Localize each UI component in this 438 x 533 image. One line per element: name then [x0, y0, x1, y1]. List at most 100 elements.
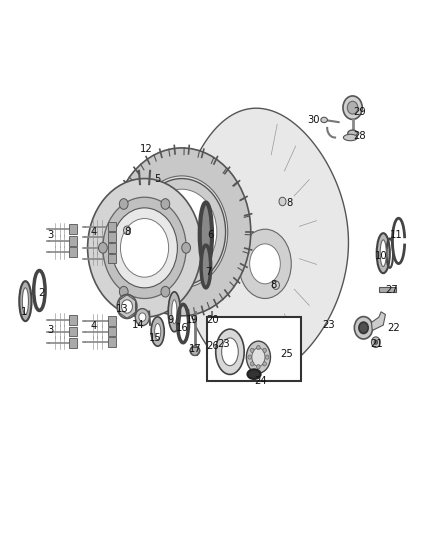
- Circle shape: [248, 355, 251, 359]
- Circle shape: [124, 226, 131, 235]
- Circle shape: [182, 243, 191, 253]
- Text: 12: 12: [140, 144, 153, 154]
- Circle shape: [161, 199, 170, 209]
- Bar: [69, 327, 77, 336]
- Ellipse shape: [138, 179, 226, 285]
- Ellipse shape: [22, 288, 28, 314]
- Text: 13: 13: [117, 304, 129, 314]
- Text: 24: 24: [254, 376, 267, 386]
- Ellipse shape: [113, 148, 251, 316]
- Text: 27: 27: [385, 286, 399, 295]
- Circle shape: [251, 362, 254, 366]
- Text: 19: 19: [186, 315, 199, 325]
- Bar: [108, 232, 116, 242]
- Circle shape: [374, 340, 378, 344]
- Circle shape: [161, 286, 170, 297]
- Circle shape: [371, 337, 380, 348]
- Text: 28: 28: [353, 131, 365, 141]
- Circle shape: [359, 322, 368, 333]
- Bar: [207, 317, 301, 381]
- Circle shape: [257, 365, 260, 369]
- Ellipse shape: [321, 117, 328, 123]
- Ellipse shape: [343, 134, 357, 141]
- Text: 3: 3: [47, 230, 53, 239]
- Text: 22: 22: [387, 323, 400, 333]
- Text: 11: 11: [390, 230, 403, 239]
- Ellipse shape: [252, 348, 265, 367]
- Text: 4: 4: [91, 321, 97, 331]
- Bar: [108, 222, 116, 231]
- Text: 14: 14: [132, 320, 144, 330]
- Bar: [69, 224, 77, 234]
- Circle shape: [265, 355, 269, 359]
- Polygon shape: [178, 108, 349, 377]
- Circle shape: [257, 345, 260, 350]
- Circle shape: [119, 199, 128, 209]
- Text: 17: 17: [188, 344, 201, 354]
- Circle shape: [272, 281, 279, 289]
- Text: 5: 5: [155, 174, 161, 183]
- Text: 16: 16: [175, 323, 188, 333]
- Ellipse shape: [139, 313, 146, 321]
- Bar: [69, 338, 77, 348]
- Ellipse shape: [359, 322, 368, 334]
- Ellipse shape: [377, 233, 390, 273]
- Ellipse shape: [120, 219, 169, 277]
- Text: 23: 23: [322, 320, 335, 330]
- Text: 30: 30: [307, 115, 319, 125]
- Ellipse shape: [117, 294, 137, 318]
- Ellipse shape: [348, 130, 357, 136]
- Circle shape: [263, 348, 266, 352]
- Text: 6: 6: [207, 230, 213, 239]
- Ellipse shape: [147, 189, 217, 274]
- Ellipse shape: [88, 179, 201, 317]
- Polygon shape: [371, 312, 385, 330]
- Bar: [108, 316, 116, 326]
- Text: 20: 20: [206, 315, 219, 325]
- Ellipse shape: [222, 338, 238, 366]
- Text: 15: 15: [149, 334, 162, 343]
- Bar: [108, 243, 116, 253]
- Text: 29: 29: [353, 107, 366, 117]
- Bar: [69, 247, 77, 257]
- Text: 3: 3: [47, 326, 53, 335]
- Ellipse shape: [190, 346, 200, 356]
- Ellipse shape: [135, 309, 149, 326]
- Circle shape: [251, 348, 254, 352]
- Ellipse shape: [136, 176, 228, 288]
- Circle shape: [99, 243, 107, 253]
- Ellipse shape: [201, 245, 211, 288]
- Text: 26: 26: [206, 342, 219, 351]
- Bar: [108, 337, 116, 347]
- Ellipse shape: [215, 329, 244, 374]
- Text: 23: 23: [217, 339, 230, 349]
- Ellipse shape: [250, 244, 280, 284]
- Ellipse shape: [208, 336, 216, 344]
- Text: 1: 1: [21, 307, 27, 317]
- Text: 8: 8: [286, 198, 292, 207]
- Text: 9: 9: [168, 315, 174, 325]
- Text: 2: 2: [39, 288, 45, 298]
- Ellipse shape: [151, 317, 164, 346]
- Ellipse shape: [247, 369, 261, 379]
- Bar: [379, 287, 396, 292]
- Bar: [108, 254, 116, 263]
- Ellipse shape: [239, 229, 291, 298]
- Text: 7: 7: [205, 267, 211, 277]
- Ellipse shape: [380, 240, 386, 266]
- Circle shape: [279, 197, 286, 206]
- Bar: [69, 315, 77, 325]
- Ellipse shape: [19, 281, 32, 321]
- Text: 25: 25: [280, 350, 293, 359]
- Circle shape: [119, 286, 128, 297]
- Ellipse shape: [200, 203, 212, 266]
- Text: 21: 21: [370, 339, 383, 349]
- Ellipse shape: [172, 300, 177, 324]
- Bar: [69, 236, 77, 246]
- Ellipse shape: [246, 341, 270, 373]
- Ellipse shape: [103, 197, 186, 298]
- Ellipse shape: [354, 317, 373, 339]
- Ellipse shape: [168, 292, 180, 332]
- Text: 10: 10: [375, 251, 387, 261]
- Bar: [108, 327, 116, 336]
